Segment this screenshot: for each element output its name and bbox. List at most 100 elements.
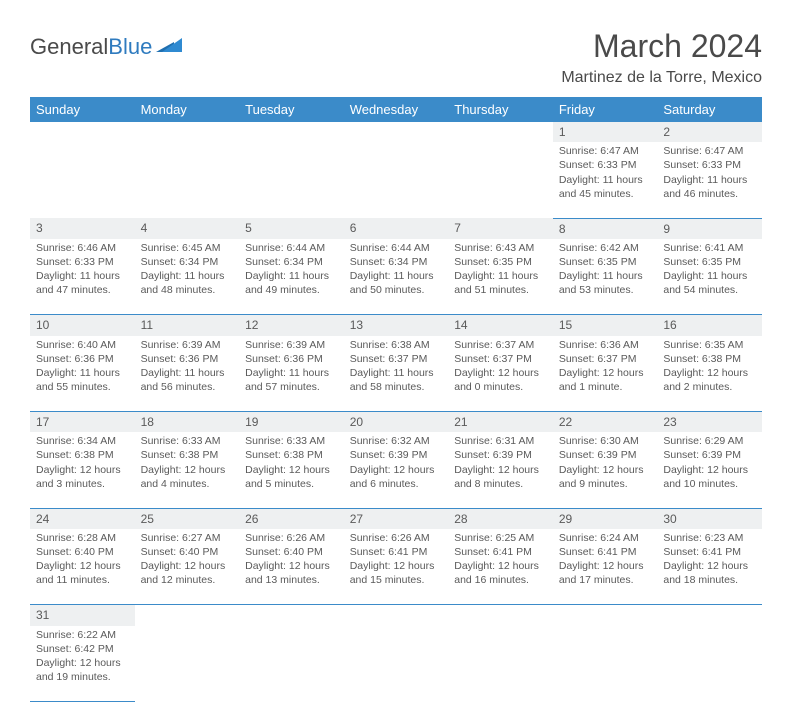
day-cell: Sunrise: 6:26 AMSunset: 6:41 PMDaylight:… [344, 529, 449, 605]
day-number-cell [553, 605, 658, 626]
daylight-text: Daylight: 11 hours and 45 minutes. [559, 173, 652, 201]
day-cell: Sunrise: 6:35 AMSunset: 6:38 PMDaylight:… [657, 336, 762, 412]
sunset-text: Sunset: 6:41 PM [559, 545, 652, 559]
day-cell [344, 626, 449, 702]
day-cell [30, 142, 135, 218]
day-cell: Sunrise: 6:38 AMSunset: 6:37 PMDaylight:… [344, 336, 449, 412]
logo-text-2: Blue [108, 34, 152, 60]
sunrise-text: Sunrise: 6:36 AM [559, 338, 652, 352]
sunset-text: Sunset: 6:42 PM [36, 642, 129, 656]
day-number-cell [657, 605, 762, 626]
day-number-cell: 11 [135, 315, 240, 336]
day-number-cell: 7 [448, 218, 553, 239]
sunrise-text: Sunrise: 6:29 AM [663, 434, 756, 448]
day-header: Monday [135, 97, 240, 122]
week-row: Sunrise: 6:22 AMSunset: 6:42 PMDaylight:… [30, 626, 762, 702]
day-number-cell [239, 605, 344, 626]
daylight-text: Daylight: 11 hours and 46 minutes. [663, 173, 756, 201]
daylight-text: Daylight: 12 hours and 19 minutes. [36, 656, 129, 684]
daylight-text: Daylight: 12 hours and 10 minutes. [663, 463, 756, 491]
daylight-text: Daylight: 11 hours and 58 minutes. [350, 366, 443, 394]
day-cell [135, 142, 240, 218]
day-cell: Sunrise: 6:33 AMSunset: 6:38 PMDaylight:… [135, 432, 240, 508]
day-number-cell: 15 [553, 315, 658, 336]
day-cell: Sunrise: 6:42 AMSunset: 6:35 PMDaylight:… [553, 239, 658, 315]
logo-text-1: General [30, 34, 108, 60]
day-cell [448, 626, 553, 702]
day-number-cell: 20 [344, 412, 449, 433]
daylight-text: Daylight: 11 hours and 56 minutes. [141, 366, 234, 394]
day-cell: Sunrise: 6:41 AMSunset: 6:35 PMDaylight:… [657, 239, 762, 315]
sunset-text: Sunset: 6:37 PM [454, 352, 547, 366]
sunset-text: Sunset: 6:33 PM [36, 255, 129, 269]
sunrise-text: Sunrise: 6:46 AM [36, 241, 129, 255]
day-number-cell [344, 122, 449, 142]
daylight-text: Daylight: 11 hours and 49 minutes. [245, 269, 338, 297]
logo-mark-icon [156, 38, 182, 54]
daylight-text: Daylight: 12 hours and 5 minutes. [245, 463, 338, 491]
day-cell [135, 626, 240, 702]
day-cell: Sunrise: 6:31 AMSunset: 6:39 PMDaylight:… [448, 432, 553, 508]
day-cell: Sunrise: 6:27 AMSunset: 6:40 PMDaylight:… [135, 529, 240, 605]
daylight-text: Daylight: 12 hours and 17 minutes. [559, 559, 652, 587]
sunset-text: Sunset: 6:39 PM [663, 448, 756, 462]
sunrise-text: Sunrise: 6:25 AM [454, 531, 547, 545]
day-number-cell: 29 [553, 508, 658, 529]
daynum-row: 3456789 [30, 218, 762, 239]
daylight-text: Daylight: 11 hours and 47 minutes. [36, 269, 129, 297]
day-cell: Sunrise: 6:30 AMSunset: 6:39 PMDaylight:… [553, 432, 658, 508]
logo: GeneralBlue [30, 34, 182, 60]
daylight-text: Daylight: 12 hours and 0 minutes. [454, 366, 547, 394]
daynum-row: 24252627282930 [30, 508, 762, 529]
day-number-cell: 21 [448, 412, 553, 433]
daylight-text: Daylight: 11 hours and 50 minutes. [350, 269, 443, 297]
day-header: Saturday [657, 97, 762, 122]
sunrise-text: Sunrise: 6:39 AM [141, 338, 234, 352]
sunrise-text: Sunrise: 6:44 AM [245, 241, 338, 255]
day-number-cell: 5 [239, 218, 344, 239]
day-header: Tuesday [239, 97, 344, 122]
day-cell: Sunrise: 6:47 AMSunset: 6:33 PMDaylight:… [553, 142, 658, 218]
day-cell: Sunrise: 6:26 AMSunset: 6:40 PMDaylight:… [239, 529, 344, 605]
sunset-text: Sunset: 6:36 PM [36, 352, 129, 366]
sunset-text: Sunset: 6:38 PM [245, 448, 338, 462]
day-number-cell: 24 [30, 508, 135, 529]
sunset-text: Sunset: 6:39 PM [350, 448, 443, 462]
day-number-cell: 22 [553, 412, 658, 433]
sunset-text: Sunset: 6:37 PM [559, 352, 652, 366]
daylight-text: Daylight: 11 hours and 57 minutes. [245, 366, 338, 394]
day-header: Friday [553, 97, 658, 122]
sunrise-text: Sunrise: 6:33 AM [141, 434, 234, 448]
week-row: Sunrise: 6:28 AMSunset: 6:40 PMDaylight:… [30, 529, 762, 605]
week-row: Sunrise: 6:46 AMSunset: 6:33 PMDaylight:… [30, 239, 762, 315]
daylight-text: Daylight: 12 hours and 6 minutes. [350, 463, 443, 491]
day-number-cell: 3 [30, 218, 135, 239]
sunset-text: Sunset: 6:33 PM [663, 158, 756, 172]
day-number-cell: 9 [657, 218, 762, 239]
day-cell [239, 626, 344, 702]
daylight-text: Daylight: 11 hours and 51 minutes. [454, 269, 547, 297]
week-row: Sunrise: 6:40 AMSunset: 6:36 PMDaylight:… [30, 336, 762, 412]
day-cell: Sunrise: 6:24 AMSunset: 6:41 PMDaylight:… [553, 529, 658, 605]
day-cell: Sunrise: 6:40 AMSunset: 6:36 PMDaylight:… [30, 336, 135, 412]
day-number-cell [448, 122, 553, 142]
daylight-text: Daylight: 12 hours and 9 minutes. [559, 463, 652, 491]
sunrise-text: Sunrise: 6:44 AM [350, 241, 443, 255]
sunset-text: Sunset: 6:41 PM [350, 545, 443, 559]
day-number-cell [135, 605, 240, 626]
day-number-cell: 26 [239, 508, 344, 529]
day-number-cell [30, 122, 135, 142]
day-cell: Sunrise: 6:36 AMSunset: 6:37 PMDaylight:… [553, 336, 658, 412]
sunset-text: Sunset: 6:40 PM [245, 545, 338, 559]
week-row: Sunrise: 6:34 AMSunset: 6:38 PMDaylight:… [30, 432, 762, 508]
day-cell: Sunrise: 6:44 AMSunset: 6:34 PMDaylight:… [239, 239, 344, 315]
sunset-text: Sunset: 6:40 PM [36, 545, 129, 559]
daylight-text: Daylight: 12 hours and 4 minutes. [141, 463, 234, 491]
day-cell [448, 142, 553, 218]
day-cell: Sunrise: 6:44 AMSunset: 6:34 PMDaylight:… [344, 239, 449, 315]
day-cell: Sunrise: 6:39 AMSunset: 6:36 PMDaylight:… [135, 336, 240, 412]
sunset-text: Sunset: 6:36 PM [245, 352, 338, 366]
sunset-text: Sunset: 6:35 PM [454, 255, 547, 269]
daynum-row: 31 [30, 605, 762, 626]
day-cell: Sunrise: 6:22 AMSunset: 6:42 PMDaylight:… [30, 626, 135, 702]
